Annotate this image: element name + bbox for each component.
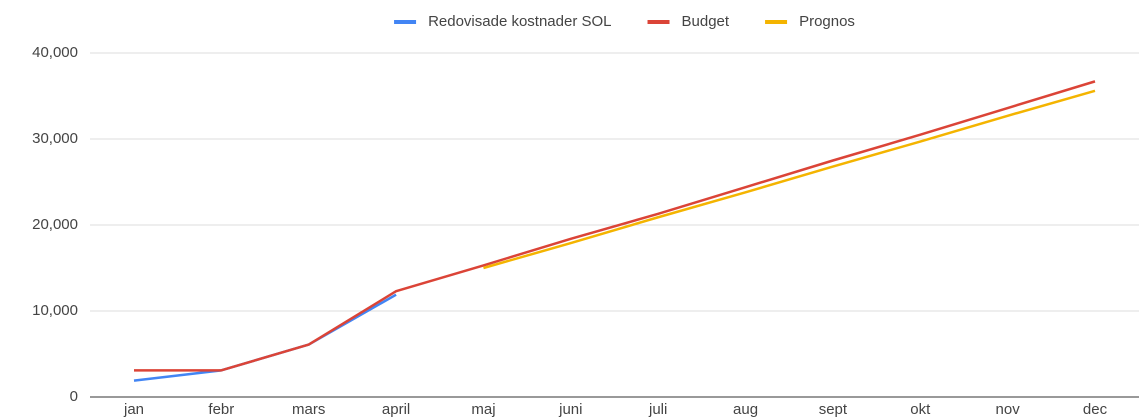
legend-label: Prognos [799,13,855,30]
x-tick-label: april [382,401,410,418]
y-tick-label: 0 [70,388,78,405]
x-tick-label: jan [123,401,144,418]
x-tick-label: okt [910,401,931,418]
x-tick-label: juli [648,401,667,418]
x-tick-label: febr [208,401,234,418]
series-line [483,89,1096,270]
x-tick-label: aug [733,401,758,418]
legend-label: Redovisade kostnader SOL [428,13,611,30]
y-tick-label: 30,000 [32,130,78,147]
y-tick-label: 20,000 [32,216,78,233]
series-line [133,293,397,382]
y-tick-label: 10,000 [32,302,78,319]
x-tick-label: sept [819,401,848,418]
y-tick-label: 40,000 [32,44,78,61]
series-line [134,80,1096,372]
legend-label: Budget [682,13,730,30]
x-tick-label: dec [1083,401,1108,418]
x-tick-label: maj [471,401,495,418]
x-tick-label: mars [292,401,325,418]
x-tick-label: juni [558,401,582,418]
x-tick-label: nov [996,401,1021,418]
